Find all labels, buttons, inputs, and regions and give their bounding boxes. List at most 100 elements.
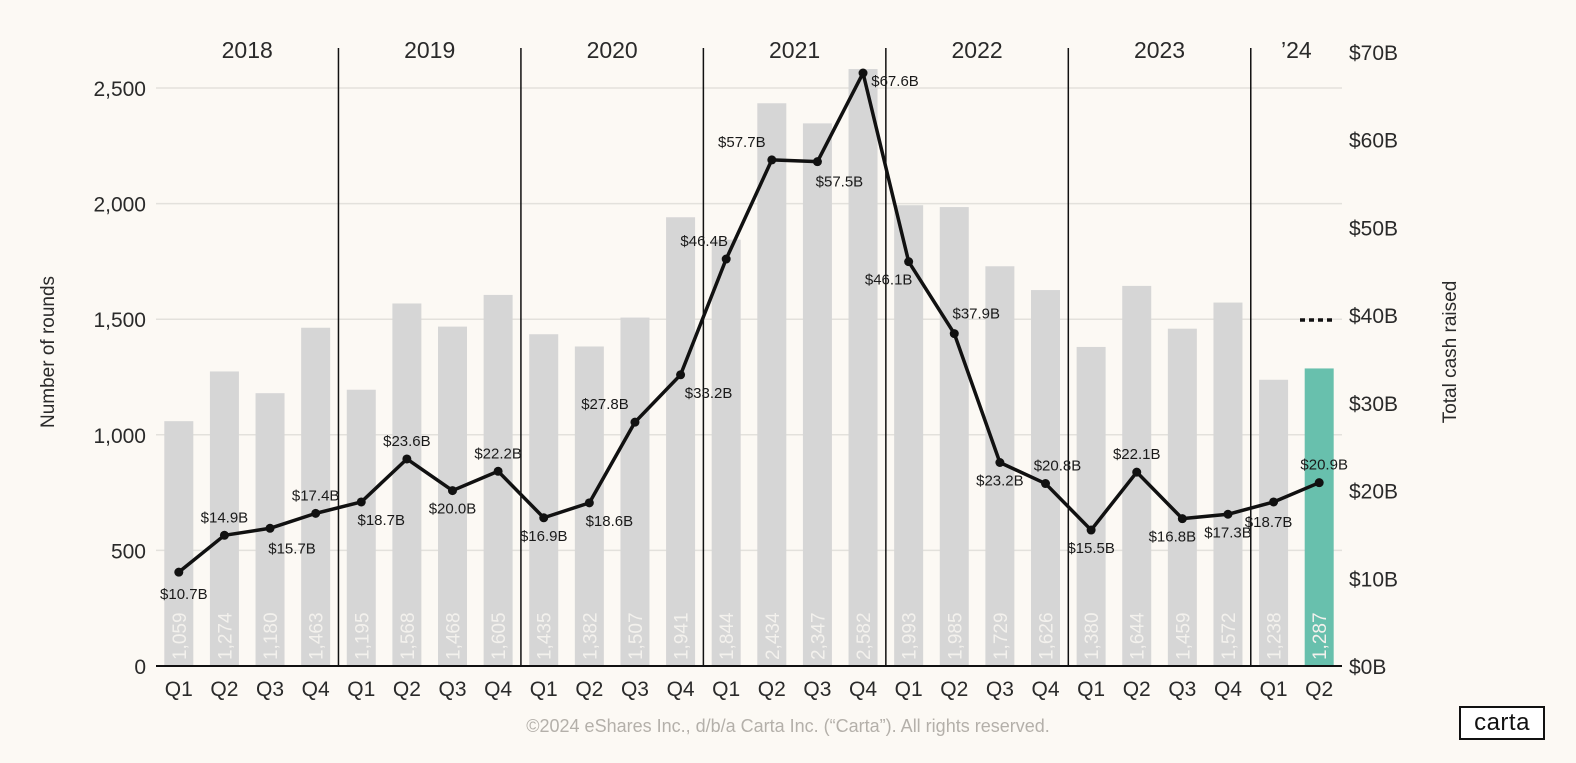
cash-value-label: $33.2B	[685, 385, 733, 402]
bar-value-label: 1,380	[1082, 612, 1103, 660]
bar-value-label: 1,985	[945, 612, 966, 660]
cash-value-label: $57.7B	[718, 134, 766, 151]
cash-value-label: $18.7B	[1245, 514, 1293, 531]
year-label: 2022	[951, 37, 1002, 63]
cash-value-label: $17.4B	[292, 487, 340, 504]
bar-value-label: 1,274	[215, 612, 236, 660]
cash-value-label: $16.9B	[520, 528, 568, 545]
bar	[301, 327, 331, 666]
quarter-tick-label: Q2	[210, 678, 238, 701]
cash-value-label: $22.2B	[474, 445, 522, 462]
bar-value-label: 1,238	[1265, 612, 1286, 660]
right-tick-label: $10B	[1349, 568, 1398, 591]
bar-value-label: 1,463	[307, 612, 328, 660]
left-axis-title: Number of rounds	[38, 276, 59, 428]
cash-raised-point	[767, 155, 777, 165]
right-tick-label: $70B	[1349, 42, 1398, 65]
cash-raised-point	[448, 486, 457, 496]
quarter-tick-label: Q1	[1260, 678, 1288, 701]
quarter-tick-label: Q2	[575, 678, 603, 701]
cash-raised-point	[630, 417, 640, 427]
right-tick-label: $20B	[1349, 481, 1398, 504]
bar-value-label: 2,434	[763, 612, 784, 660]
bar	[894, 205, 924, 667]
cash-raised-point	[1269, 497, 1279, 507]
quarter-tick-label: Q3	[256, 678, 284, 701]
quarter-tick-label: Q1	[530, 678, 558, 701]
right-tick-label: $30B	[1349, 393, 1398, 416]
year-label: 2019	[404, 37, 455, 63]
quarter-tick-label: Q4	[1214, 678, 1242, 701]
bar	[848, 69, 878, 666]
cash-value-label: $17.3B	[1204, 524, 1252, 541]
quarter-tick-label: Q4	[484, 678, 512, 701]
quarter-tick-label: Q4	[849, 678, 877, 701]
right-tick-label: $50B	[1349, 217, 1398, 240]
bar-value-label: 1,941	[672, 612, 693, 660]
cash-value-label: $15.5B	[1067, 540, 1115, 557]
bar-value-label: 1,180	[261, 612, 282, 660]
year-label: 2018	[222, 37, 273, 63]
quarter-tick-label: Q3	[438, 678, 466, 701]
bar	[346, 389, 376, 666]
cash-raised-point	[1132, 467, 1142, 477]
bar	[164, 421, 194, 666]
bar	[802, 123, 832, 666]
cash-value-label: $37.9B	[952, 306, 1000, 323]
quarter-tick-label: Q1	[165, 678, 193, 701]
bar	[209, 371, 239, 666]
cash-raised-point	[904, 257, 914, 267]
cash-value-label: $46.1B	[865, 272, 913, 289]
quarter-tick-label: Q3	[803, 678, 831, 701]
cash-raised-point	[995, 458, 1005, 468]
left-tick-label: 1,000	[93, 425, 146, 448]
quarter-tick-label: Q2	[393, 678, 421, 701]
cash-value-label: $57.5B	[816, 174, 864, 191]
cash-value-label: $67.6B	[871, 73, 919, 90]
quarter-tick-label: Q3	[986, 678, 1014, 701]
quarter-tick-label: Q4	[667, 678, 695, 701]
quarter-tick-label: Q4	[302, 678, 330, 701]
year-label: 2020	[587, 37, 638, 63]
right-axis-title: Total cash raised	[1440, 281, 1461, 424]
copyright-footer: ©2024 eShares Inc., d/b/a Carta Inc. (“C…	[526, 716, 1050, 736]
bar-value-label: 1,195	[352, 612, 373, 660]
cash-raised-point	[858, 68, 868, 78]
bar-value-label: 1,382	[580, 612, 601, 660]
cash-value-label: $16.8B	[1149, 529, 1197, 546]
cash-value-label: $27.8B	[581, 396, 629, 413]
bar-value-label: 1,435	[535, 612, 556, 660]
quarter-tick-label: Q3	[621, 678, 649, 701]
cash-raised-point	[402, 454, 412, 464]
bar	[666, 217, 696, 667]
left-tick-label: 2,500	[93, 78, 146, 101]
quarter-tick-label: Q1	[1077, 678, 1105, 701]
cash-raised-point	[311, 508, 321, 518]
right-tick-label: $40B	[1349, 305, 1398, 328]
quarter-tick-label: Q2	[940, 678, 968, 701]
cash-raised-point	[1223, 509, 1233, 519]
cash-value-label: $14.9B	[201, 509, 249, 526]
cash-raised-point	[265, 523, 275, 533]
quarter-tick-label: Q2	[758, 678, 786, 701]
bar	[711, 239, 741, 666]
cash-value-label: $20.0B	[429, 501, 477, 518]
year-label: ’24	[1281, 37, 1312, 63]
bar-value-label: 1,644	[1128, 612, 1149, 660]
left-tick-label: 0	[134, 656, 146, 679]
bar	[1167, 328, 1197, 666]
bar-value-label: 2,582	[854, 612, 875, 660]
bar-value-label: 1,568	[398, 612, 419, 660]
bar	[757, 103, 787, 666]
bar	[438, 326, 467, 666]
bar-value-label: 1,468	[444, 612, 465, 660]
bar	[939, 207, 969, 666]
cash-raised-point	[676, 370, 686, 380]
bar	[529, 334, 559, 666]
bar-value-label: 1,572	[1219, 612, 1240, 660]
bar-value-label: 1,844	[717, 612, 738, 660]
quarter-tick-label: Q3	[1168, 678, 1196, 701]
cash-raised-point	[356, 497, 366, 507]
